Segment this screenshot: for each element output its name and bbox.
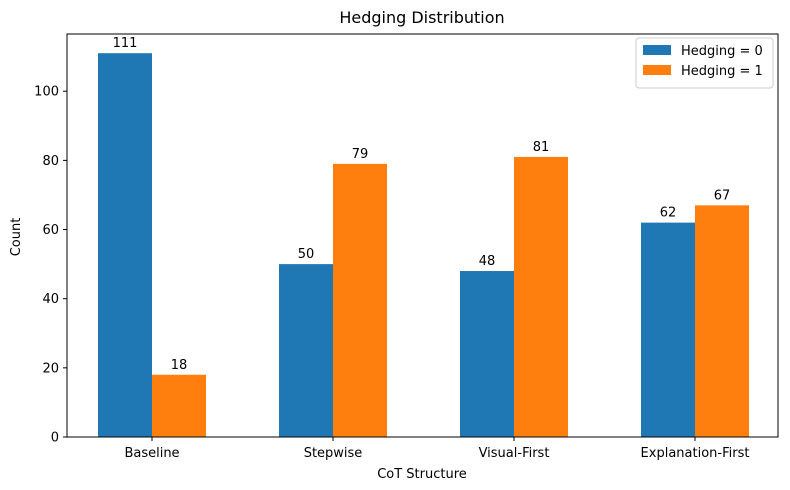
- data-label: 81: [533, 140, 550, 155]
- plot-frame: [66, 33, 779, 438]
- legend-label: Hedging = 1: [681, 64, 763, 79]
- data-label: 79: [352, 147, 369, 162]
- chart-title: Hedging Distribution: [339, 8, 504, 27]
- legend: Hedging = 0 Hedging = 1: [635, 37, 774, 89]
- y-tick-label: 0: [51, 431, 59, 446]
- y-tick-label: 40: [42, 292, 59, 307]
- legend-label: Hedging = 0: [681, 44, 763, 59]
- data-label: 48: [479, 254, 496, 269]
- y-tick-label: 20: [42, 361, 59, 376]
- bar-hedging-1-visual-first: [514, 156, 568, 437]
- x-tick-label: Stepwise: [304, 446, 363, 461]
- y-axis-label: Count: [9, 218, 24, 257]
- legend-swatch: [643, 65, 671, 75]
- y-tick-label: 60: [42, 223, 59, 238]
- x-tick-label: Explanation-First: [641, 446, 750, 461]
- bar-hedging-0-explanation-first: [641, 222, 695, 437]
- y-tick-label: 100: [34, 85, 59, 100]
- bar-hedging-0-baseline: [98, 53, 152, 437]
- x-tick-label: Visual-First: [479, 446, 550, 461]
- y-tick-label: 80: [42, 154, 59, 169]
- x-axis-label: CoT Structure: [377, 467, 467, 482]
- data-label: 18: [171, 358, 188, 373]
- plot-area: 111 50 48 62 18 79 81 67 0 20 40 60 80 100 Baseline Ste…: [34, 33, 779, 461]
- x-tick-label: Baseline: [124, 446, 179, 461]
- data-label: 62: [660, 206, 677, 221]
- bar-hedging-1-explanation-first: [695, 205, 749, 437]
- data-label: 67: [714, 188, 731, 203]
- bar-hedging-0-visual-first: [460, 271, 514, 437]
- data-label: 50: [298, 247, 315, 262]
- bar-hedging-1-baseline: [152, 374, 206, 437]
- legend-swatch: [643, 45, 671, 55]
- bar-hedging-0-stepwise: [279, 264, 333, 437]
- bar-hedging-1-stepwise: [333, 163, 387, 438]
- data-label: 111: [113, 36, 138, 51]
